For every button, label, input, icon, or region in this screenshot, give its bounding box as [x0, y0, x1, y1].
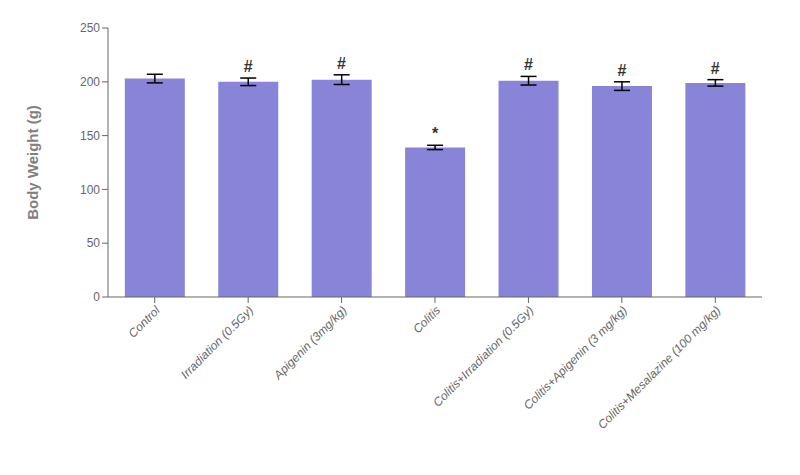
- svg-text:*: *: [432, 125, 439, 142]
- svg-text:Control: Control: [126, 303, 163, 340]
- svg-text:Body Weight (g): Body Weight (g): [24, 105, 41, 220]
- svg-text:150: 150: [80, 129, 100, 143]
- svg-text:250: 250: [80, 21, 100, 35]
- svg-text:100: 100: [80, 183, 100, 197]
- svg-text:Colitis+Apigenin (3 mg/kg): Colitis+Apigenin (3 mg/kg): [521, 303, 630, 412]
- svg-text:Colitis: Colitis: [410, 303, 443, 336]
- svg-text:#: #: [617, 62, 626, 79]
- svg-text:Colitis+Mesalazine (100 mg/kg): Colitis+Mesalazine (100 mg/kg): [595, 303, 724, 432]
- svg-text:200: 200: [80, 75, 100, 89]
- svg-text:#: #: [244, 58, 253, 75]
- svg-text:#: #: [711, 60, 720, 77]
- svg-text:Apigenin (3mg/kg): Apigenin (3mg/kg): [270, 303, 349, 382]
- svg-text:#: #: [524, 56, 533, 73]
- svg-text:Colitis+Irradiation (0.5Gy): Colitis+Irradiation (0.5Gy): [430, 303, 536, 409]
- svg-text:0: 0: [93, 290, 100, 304]
- svg-text:#: #: [337, 55, 346, 72]
- svg-text:50: 50: [87, 236, 101, 250]
- svg-text:Irradiation (0.5Gy): Irradiation (0.5Gy): [178, 303, 256, 381]
